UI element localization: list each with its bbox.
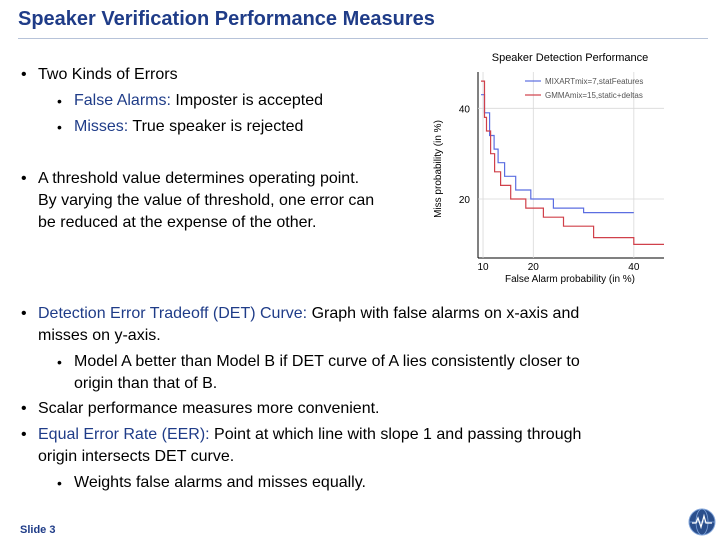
det-text-line-2: misses on y-axis. [38, 327, 161, 344]
x-axis-label: False Alarm probability (in %) [505, 274, 635, 285]
bullet-dot: • [57, 119, 62, 135]
det-term: Detection Error Tradeoff (DET) Curve: [38, 305, 308, 322]
legend: MIXARTmix=7,statFeatures GMMAmix=15,stati… [525, 77, 643, 100]
globe-logo-icon [688, 508, 716, 536]
bullet-det: • Detection Error Tradeoff (DET) Curve: … [21, 303, 580, 347]
sub-bullet-misses: • Misses: True speaker is rejected [57, 116, 304, 138]
eer-term: Equal Error Rate (EER): [38, 426, 210, 443]
eer-text-line-2: origin intersects DET curve. [38, 448, 235, 465]
threshold-line-2: By varying the value of threshold, one e… [38, 192, 375, 209]
weights-text: Weights false alarms and misses equally. [74, 474, 366, 491]
misses-term: Misses: [74, 118, 129, 135]
x-tick-label: 10 [477, 262, 489, 273]
det-chart: Speaker Detection Performance 10 20 40 20 40… [428, 44, 668, 290]
bullet-errors: • Two Kinds of Errors [21, 64, 178, 86]
bullet-dot: • [57, 475, 62, 491]
sub-bullet-false-alarms: • False Alarms: Imposter is accepted [57, 90, 323, 112]
bullet-dot: • [21, 426, 27, 443]
scalar-text: Scalar performance measures more conveni… [38, 400, 380, 417]
y-tick-label: 40 [459, 104, 471, 115]
false-alarms-text: Imposter is accepted [170, 92, 323, 109]
series-group [481, 80, 664, 245]
y-tick-label: 20 [459, 195, 471, 206]
threshold-line-3: be reduced at the expense of the other. [38, 214, 317, 231]
bullet-eer: • Equal Error Rate (EER): Point at which… [21, 424, 582, 468]
bullet-dot: • [57, 354, 62, 370]
sub-bullet-weights: • Weights false alarms and misses equall… [57, 472, 366, 494]
bullet-dot: • [21, 400, 27, 417]
bullet-dot: • [21, 305, 27, 322]
bullet-dot: • [21, 170, 27, 187]
x-tick-label: 40 [628, 262, 640, 273]
slide-title: Speaker Verification Performance Measure… [18, 8, 435, 30]
bullet-threshold: • A threshold value determines operating… [21, 168, 375, 234]
y-axis-label: Miss probability (in %) [433, 120, 444, 218]
misses-text: True speaker is rejected [128, 118, 304, 135]
sub-bullet-model: • Model A better than Model B if DET cur… [57, 351, 580, 395]
threshold-line-1: A threshold value determines operating p… [38, 170, 360, 187]
title-divider [18, 38, 708, 39]
model-line-2: origin than that of B. [74, 375, 218, 392]
chart-title: Speaker Detection Performance [492, 52, 649, 64]
bullet-dot: • [57, 93, 62, 109]
bullet-errors-text: Two Kinds of Errors [38, 66, 178, 83]
series-line-1 [481, 94, 634, 214]
bullet-scalar: • Scalar performance measures more conve… [21, 398, 380, 420]
eer-text-line-1: Point at which line with slope 1 and pas… [209, 426, 582, 443]
false-alarms-term: False Alarms: [74, 92, 171, 109]
bullet-dot: • [21, 66, 27, 83]
x-tick-label: 20 [528, 262, 540, 273]
series-line-2 [481, 80, 664, 245]
tick-labels: 10 20 40 20 40 [459, 104, 640, 273]
legend-label: MIXARTmix=7,statFeatures [545, 77, 643, 86]
model-line-1: Model A better than Model B if DET curve… [74, 353, 580, 370]
slide-number: Slide 3 [20, 524, 56, 536]
det-chart-svg: Speaker Detection Performance 10 20 40 20 40… [433, 52, 664, 285]
legend-label: GMMAmix=15,static+deltas [545, 91, 643, 100]
det-text-line-1: Graph with false alarms on x-axis and [307, 305, 580, 322]
grid [478, 72, 664, 258]
